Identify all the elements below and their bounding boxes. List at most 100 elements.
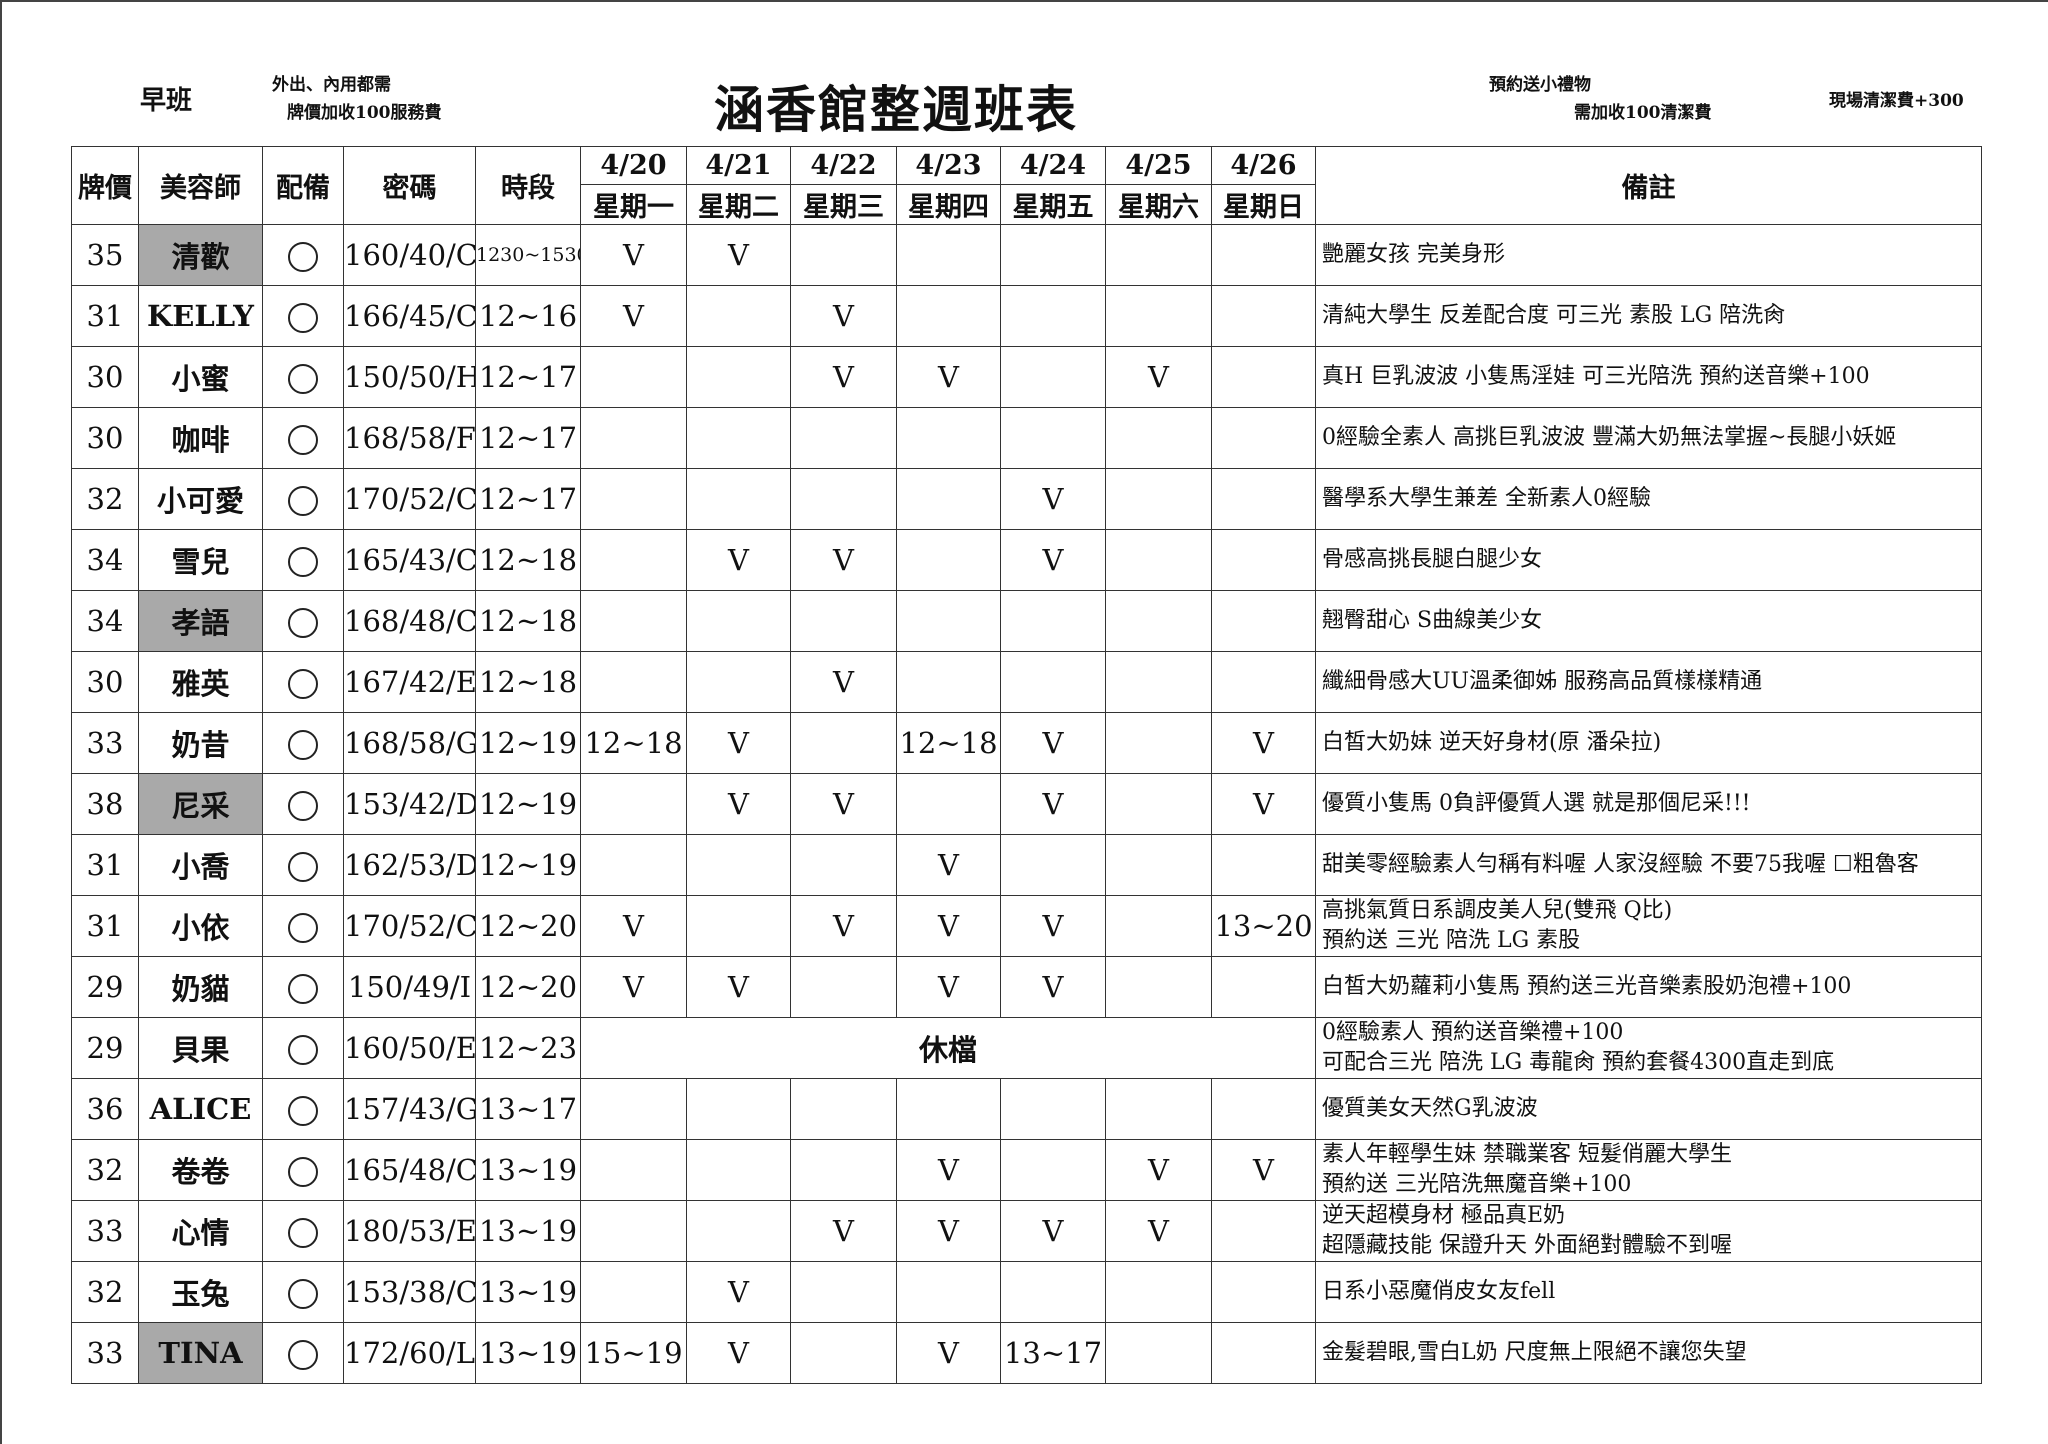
- code-cell: 180/53/E: [343, 1200, 476, 1262]
- header-date: 4/22: [790, 146, 897, 185]
- day-cell: V: [896, 1322, 1001, 1384]
- remark-line: 優質小隻馬 0負評優質人選 就是那個尼采!!!: [1322, 791, 1751, 816]
- stylist-name: 孝語: [138, 590, 263, 652]
- stylist-name: 小可愛: [138, 468, 263, 530]
- cleaning-fee-note: 現場清潔費+300: [1829, 91, 1964, 111]
- code-cell: 150/49/I: [343, 956, 476, 1018]
- remark-line: 0經驗素人 預約送音樂禮+100: [1322, 1020, 1624, 1045]
- day-cell: [896, 529, 1001, 591]
- code-cell: 153/42/D: [343, 773, 476, 835]
- day-cell: [1000, 1139, 1106, 1201]
- remarks-cell: 清純大學生 反差配合度 可三光 素股 LG 陪洗肏: [1315, 285, 1982, 347]
- weekly-schedule-table: 牌價 美容師 配備 密碼 時段 4/20 4/21 4/22 4/23 4/24 4/25…: [71, 146, 1982, 1384]
- circle-icon: [288, 791, 318, 821]
- stylist-name: 心情: [138, 1200, 263, 1262]
- remark-line: 白皙大奶蘿莉小隻馬 預約送三光音樂素股奶泡禮+100: [1322, 974, 1852, 999]
- day-cell: [1000, 224, 1106, 286]
- day-cell: [1000, 651, 1106, 713]
- day-cell: [1000, 834, 1106, 896]
- shift-label: 早班: [140, 86, 193, 116]
- day-cell: 13~17: [1000, 1322, 1106, 1384]
- day-cell: [1105, 834, 1212, 896]
- day-cell: [1211, 590, 1316, 652]
- hours-cell: 12~17: [475, 407, 581, 469]
- circle-icon: [288, 1035, 318, 1065]
- price-cell: 33: [71, 1322, 139, 1384]
- stylist-name: 奶貓: [138, 956, 263, 1018]
- code-cell: 160/40/C: [343, 224, 476, 286]
- day-cell: [896, 1078, 1001, 1140]
- hours-cell: 12~19: [475, 773, 581, 835]
- circle-icon: [288, 364, 318, 394]
- price-cell: 36: [71, 1078, 139, 1140]
- hours-cell: 13~17: [475, 1078, 581, 1140]
- remarks-cell: 優質小隻馬 0負評優質人選 就是那個尼采!!!: [1315, 773, 1982, 835]
- day-cell: [1211, 1322, 1316, 1384]
- day-cell: V: [1211, 1139, 1316, 1201]
- hours-cell: 13~19: [475, 1322, 581, 1384]
- day-cell: V: [686, 224, 791, 286]
- stylist-name: 尼采: [138, 773, 263, 835]
- day-cell: [686, 1200, 791, 1262]
- stylist-name: 卷卷: [138, 1139, 263, 1201]
- remark-line: 纖細骨感大UU溫柔御姊 服務高品質樣樣精通: [1322, 669, 1763, 694]
- price-cell: 34: [71, 590, 139, 652]
- remarks-cell: 真H 巨乳波波 小隻馬淫娃 可三光陪洗 預約送音樂+100: [1315, 346, 1982, 408]
- day-cell: [580, 529, 687, 591]
- hours-cell: 12~18: [475, 590, 581, 652]
- remark-line: 素人年輕學生妹 禁職業客 短髮俏麗大學生: [1322, 1142, 1732, 1167]
- day-cell: V: [896, 1139, 1001, 1201]
- day-cell: V: [1000, 712, 1106, 774]
- circle-icon: [288, 1096, 318, 1126]
- price-cell: 29: [71, 1017, 139, 1079]
- day-cell: 12~18: [896, 712, 1001, 774]
- day-cell: V: [1000, 956, 1106, 1018]
- header-weekday: 星期四: [896, 184, 1001, 225]
- day-cell: V: [1211, 712, 1316, 774]
- hours-cell: 1230~1530: [475, 224, 581, 286]
- table-row: 36 ALICE 157/43/G 13~17 優質美女天然G乳波波: [71, 1078, 1982, 1140]
- remarks-cell: 金髮碧眼,雪白L奶 尺度無上限絕不讓您失望: [1315, 1322, 1982, 1384]
- day-cell: V: [1105, 346, 1212, 408]
- table-row: 35 清歡 160/40/C 1230~1530 V V 艷麗女孩 完美身形: [71, 224, 1982, 286]
- day-cell: V: [686, 1261, 791, 1323]
- remarks-cell: 日系小惡魔俏皮女友fell: [1315, 1261, 1982, 1323]
- day-cell: [686, 1139, 791, 1201]
- remarks-cell: 優質美女天然G乳波波: [1315, 1078, 1982, 1140]
- circle-icon: [288, 1279, 318, 1309]
- day-cell: [580, 1139, 687, 1201]
- day-cell: V: [790, 346, 897, 408]
- header-date: 4/21: [686, 146, 791, 185]
- day-cell: V: [580, 956, 687, 1018]
- day-cell: [896, 285, 1001, 347]
- equipment-cell: [262, 1078, 344, 1140]
- price-cell: 32: [71, 468, 139, 530]
- remark-line: 白皙大奶妹 逆天好身材(原 潘朵拉): [1322, 730, 1662, 755]
- code-cell: 166/45/C: [343, 285, 476, 347]
- header-date: 4/25: [1105, 146, 1212, 185]
- price-cell: 30: [71, 407, 139, 469]
- day-cell: [1105, 773, 1212, 835]
- stylist-name: 清歡: [138, 224, 263, 286]
- day-cell: [580, 834, 687, 896]
- day-cell: V: [790, 651, 897, 713]
- header-equipment: 配備: [262, 146, 344, 225]
- stylist-name: 雅英: [138, 651, 263, 713]
- price-cell: 35: [71, 224, 139, 286]
- stylist-name: 玉兔: [138, 1261, 263, 1323]
- day-cell: [686, 285, 791, 347]
- day-cell: [790, 712, 897, 774]
- remark-line: 可配合三光 陪洗 LG 毒龍肏 預約套餐4300直走到底: [1322, 1050, 1835, 1075]
- day-cell: [580, 407, 687, 469]
- day-cell: [1211, 407, 1316, 469]
- day-cell: V: [896, 956, 1001, 1018]
- hours-cell: 13~19: [475, 1200, 581, 1262]
- table-row: 34 雪兒 165/43/C 12~18 V V V 骨感高挑長腿白腿少女: [71, 529, 1982, 591]
- service-fee-note-line1: 外出、內用都需: [272, 75, 391, 95]
- table-row: 29 貝果 160/50/E 12~23 休檔 0經驗素人 預約送音樂禮+100 可配合三光…: [71, 1017, 1982, 1079]
- price-cell: 32: [71, 1261, 139, 1323]
- table-row: 31 小依 170/52/C 12~20 V V V V 13~20 高挑氣質日系調皮美人兒(雙飛…: [71, 895, 1982, 957]
- day-cell: [896, 651, 1001, 713]
- code-cell: 168/58/G: [343, 712, 476, 774]
